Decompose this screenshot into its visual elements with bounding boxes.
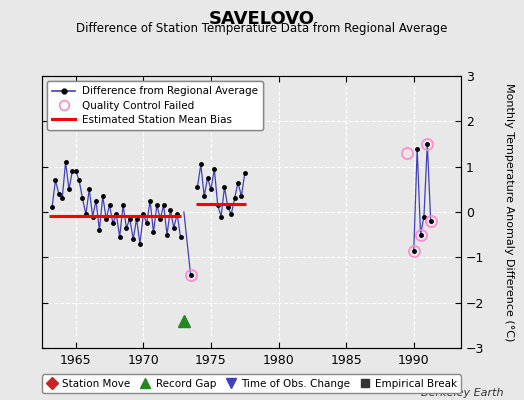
Text: Berkeley Earth: Berkeley Earth (421, 388, 503, 398)
Text: Difference of Station Temperature Data from Regional Average: Difference of Station Temperature Data f… (77, 22, 447, 35)
Legend: Station Move, Record Gap, Time of Obs. Change, Empirical Break: Station Move, Record Gap, Time of Obs. C… (41, 374, 462, 393)
Y-axis label: Monthly Temperature Anomaly Difference (°C): Monthly Temperature Anomaly Difference (… (504, 83, 514, 341)
Text: SAVELOVO: SAVELOVO (209, 10, 315, 28)
Legend: Difference from Regional Average, Quality Control Failed, Estimated Station Mean: Difference from Regional Average, Qualit… (47, 81, 263, 130)
